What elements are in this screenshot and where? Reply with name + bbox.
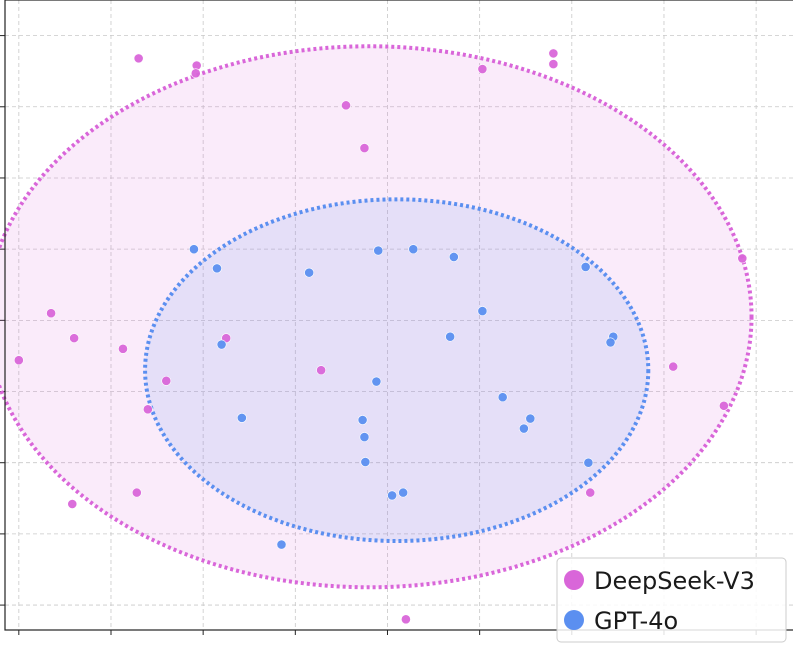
data-points xyxy=(13,48,748,625)
point-deepseek-v3 xyxy=(13,355,24,366)
point-gpt-4o xyxy=(359,432,370,442)
point-deepseek-v3 xyxy=(359,143,370,153)
point-gpt-4o xyxy=(445,331,456,342)
point-deepseek-v3 xyxy=(718,400,729,411)
point-deepseek-v3 xyxy=(585,487,596,498)
legend-marker xyxy=(564,570,584,590)
point-gpt-4o xyxy=(448,252,459,262)
point-gpt-4o xyxy=(387,490,397,501)
point-deepseek-v3 xyxy=(548,59,559,69)
point-gpt-4o xyxy=(477,306,488,316)
point-gpt-4o xyxy=(605,337,616,348)
point-gpt-4o xyxy=(398,487,409,498)
point-deepseek-v3 xyxy=(46,308,56,319)
ellipse-gpt-4o xyxy=(143,197,651,544)
point-gpt-4o xyxy=(580,262,591,272)
point-gpt-4o xyxy=(216,339,227,350)
point-gpt-4o xyxy=(276,539,287,550)
point-deepseek-v3 xyxy=(67,499,78,509)
point-deepseek-v3 xyxy=(668,361,679,372)
legend-label: GPT-4o xyxy=(594,607,678,635)
point-gpt-4o xyxy=(371,376,382,387)
point-deepseek-v3 xyxy=(118,343,128,354)
point-deepseek-v3 xyxy=(131,487,142,498)
legend: DeepSeek-V3 GPT-4o xyxy=(556,557,787,643)
cluster-ellipses xyxy=(0,44,754,590)
point-deepseek-v3 xyxy=(401,614,411,625)
point-gpt-4o xyxy=(497,392,508,403)
point-deepseek-v3 xyxy=(477,64,488,74)
legend-label: DeepSeek-V3 xyxy=(594,567,755,595)
point-deepseek-v3 xyxy=(190,68,201,79)
point-gpt-4o xyxy=(583,457,594,468)
point-gpt-4o xyxy=(518,423,529,434)
point-deepseek-v3 xyxy=(737,253,748,264)
plot-frame xyxy=(4,0,793,631)
point-deepseek-v3 xyxy=(69,333,80,344)
point-gpt-4o xyxy=(373,245,384,256)
point-deepseek-v3 xyxy=(133,53,144,64)
point-gpt-4o xyxy=(212,263,222,274)
point-deepseek-v3 xyxy=(341,100,351,111)
point-gpt-4o xyxy=(408,244,419,255)
point-gpt-4o xyxy=(357,415,368,425)
point-deepseek-v3 xyxy=(142,404,153,415)
point-deepseek-v3 xyxy=(316,365,327,376)
point-deepseek-v3 xyxy=(548,48,559,59)
point-gpt-4o xyxy=(360,457,371,467)
point-deepseek-v3 xyxy=(161,375,172,386)
ellipse-deepseek-v3 xyxy=(0,44,754,590)
point-gpt-4o xyxy=(525,413,536,424)
point-gpt-4o xyxy=(189,244,199,255)
point-gpt-4o xyxy=(236,412,247,423)
point-gpt-4o xyxy=(304,267,315,278)
legend-marker xyxy=(564,610,584,630)
legend-box xyxy=(556,557,787,643)
